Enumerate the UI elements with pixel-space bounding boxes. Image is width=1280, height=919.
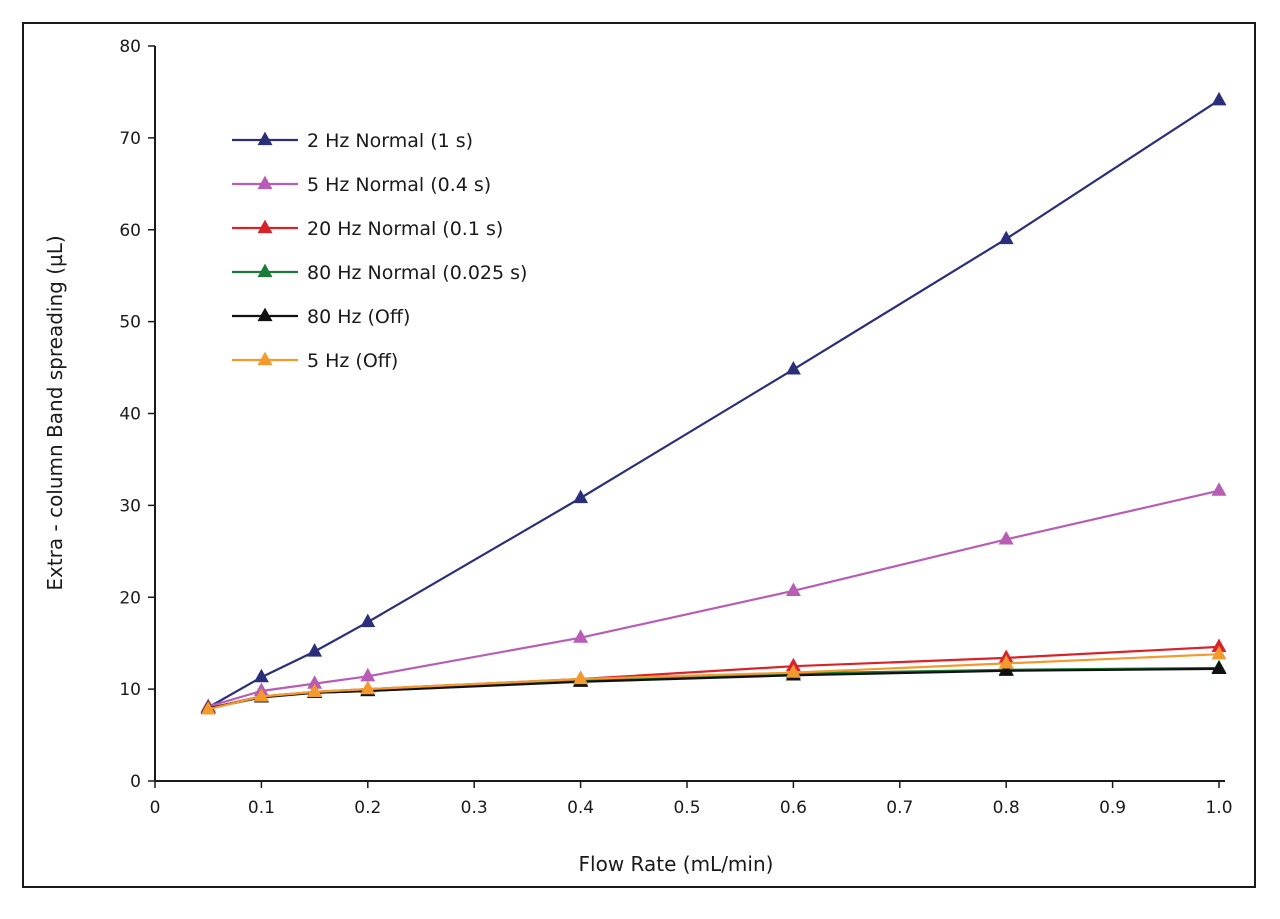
legend-label: 5 Hz Normal (0.4 s) — [307, 174, 491, 196]
data-point — [360, 667, 376, 682]
legend-item: 80 Hz (Off) — [232, 306, 410, 328]
data-point — [307, 643, 323, 657]
legend-label: 2 Hz Normal (1 s) — [307, 130, 473, 152]
x-tick-label: 0.5 — [673, 798, 700, 818]
series-6 — [200, 645, 1227, 715]
data-point — [785, 664, 801, 678]
legend-label: 5 Hz (Off) — [307, 350, 398, 372]
data-point — [785, 582, 801, 596]
y-tick-label: 20 — [119, 588, 141, 608]
data-point — [360, 613, 376, 628]
legend-item: 20 Hz Normal (0.1 s) — [232, 218, 503, 240]
data-point — [200, 700, 216, 715]
legend-marker — [257, 351, 273, 366]
legend-marker — [257, 263, 273, 278]
data-point — [1211, 638, 1227, 652]
data-point — [998, 662, 1014, 676]
data-point — [785, 361, 801, 375]
x-tick-label: 1.0 — [1205, 798, 1232, 818]
chart-frame — [22, 22, 1256, 888]
legend-marker — [257, 219, 273, 234]
legend-item: 5 Hz (Off) — [232, 350, 398, 372]
data-point — [1211, 645, 1227, 660]
axes: 0 10 20 30 40 50 60 70 80 0 0.1 0.2 0.3 0.4 0.5 0.6 0.7 0… — [119, 37, 1232, 818]
x-tick-label: 0.3 — [461, 798, 488, 818]
x-tick-label: 0.1 — [248, 798, 275, 818]
legend-item: 80 Hz Normal (0.025 s) — [232, 262, 527, 284]
data-point — [573, 489, 589, 504]
y-axis-title: Extra - column Band spreading (µL) — [43, 235, 67, 590]
data-point — [573, 629, 589, 643]
legend-label: 80 Hz Normal (0.025 s) — [307, 262, 527, 284]
data-point — [253, 668, 269, 683]
x-tick-label: 0 — [150, 798, 161, 818]
data-point — [1211, 660, 1227, 675]
data-point — [998, 230, 1014, 245]
y-tick-label: 70 — [119, 129, 141, 149]
y-tick-label: 0 — [130, 772, 141, 792]
legend: 2 Hz Normal (1 s) 5 Hz Normal (0.4 s) 20 H… — [232, 130, 527, 372]
data-point — [573, 670, 589, 685]
series-line — [207, 99, 1220, 709]
y-tick-label: 60 — [119, 221, 141, 241]
x-tick-label: 0.4 — [567, 798, 594, 818]
x-tick-label: 0.7 — [886, 798, 913, 818]
x-tick-label: 0.9 — [1099, 798, 1126, 818]
legend-marker — [257, 175, 273, 190]
y-tick-label: 10 — [119, 680, 141, 700]
legend-marker — [257, 307, 273, 322]
x-axis-title: Flow Rate (mL/min) — [579, 852, 774, 876]
series-line — [207, 653, 1220, 711]
data-point — [307, 683, 323, 698]
y-tick-label: 40 — [119, 405, 141, 425]
series-4 — [200, 659, 1227, 714]
legend-item: 2 Hz Normal (1 s) — [232, 130, 473, 152]
series-layer — [200, 91, 1227, 715]
data-point — [307, 675, 323, 689]
legend-marker — [257, 131, 273, 146]
data-point — [1211, 91, 1227, 106]
legend-label: 20 Hz Normal (0.1 s) — [307, 218, 503, 240]
data-point — [360, 680, 376, 695]
y-tick-label: 50 — [119, 313, 141, 333]
x-tick-label: 0.8 — [993, 798, 1020, 818]
data-point — [253, 688, 269, 702]
legend-label: 80 Hz (Off) — [307, 306, 410, 328]
legend-item: 5 Hz Normal (0.4 s) — [232, 174, 491, 196]
data-point — [998, 655, 1014, 669]
series-line — [207, 489, 1220, 708]
x-tick-label: 0.6 — [780, 798, 807, 818]
data-point — [998, 530, 1014, 545]
data-point — [1211, 482, 1227, 496]
y-tick-label: 80 — [119, 37, 141, 57]
x-tick-label: 0.2 — [354, 798, 381, 818]
y-tick-label: 30 — [119, 496, 141, 516]
